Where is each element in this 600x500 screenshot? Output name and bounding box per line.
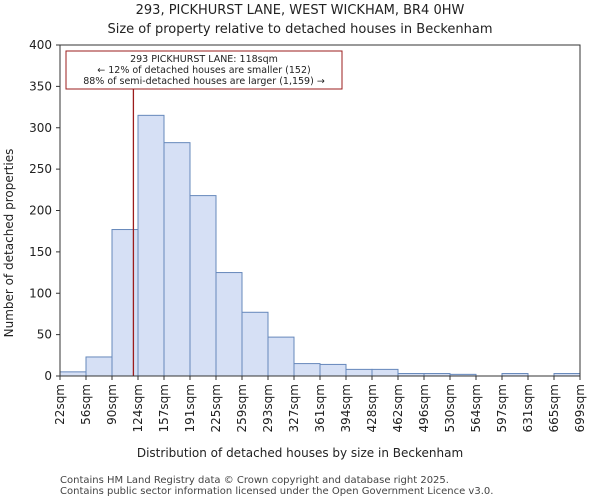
x-tick-label: 496sqm <box>417 384 431 432</box>
y-tick-label: 250 <box>29 162 52 176</box>
bars-group <box>59 114 581 377</box>
x-tick-label: 699sqm <box>573 384 587 432</box>
bar-361sqm <box>319 363 347 377</box>
bar-56sqm <box>85 356 113 377</box>
x-tick-label: 361sqm <box>313 384 327 432</box>
y-tick-label: 350 <box>29 79 52 93</box>
x-tick-label: 191sqm <box>183 384 197 432</box>
annotation-line-1: 293 PICKHURST LANE: 118sqm <box>130 54 278 65</box>
x-tick-label: 56sqm <box>79 384 93 425</box>
bar-259sqm <box>241 311 269 377</box>
annotation-box: 293 PICKHURST LANE: 118sqm ← 12% of deta… <box>65 50 343 90</box>
x-tick-label: 428sqm <box>365 384 379 432</box>
x-tick-label: 124sqm <box>131 384 145 432</box>
y-axis: 0 50 100 150 200 250 300 350 400 <box>29 38 60 383</box>
x-tick-label: 394sqm <box>339 384 353 432</box>
x-tick-label: 157sqm <box>157 384 171 432</box>
annotation-line-3: 88% of semi-detached houses are larger (… <box>83 76 325 87</box>
y-tick-label: 400 <box>29 38 52 52</box>
x-tick-label: 327sqm <box>287 384 301 432</box>
x-tick-label: 631sqm <box>521 384 535 432</box>
bar-293sqm <box>267 336 295 377</box>
x-axis-label: Distribution of detached houses by size … <box>137 446 463 460</box>
x-tick-label: 462sqm <box>391 384 405 432</box>
y-tick-label: 300 <box>29 121 52 135</box>
chart-title: 293, PICKHURST LANE, WEST WICKHAM, BR4 0… <box>136 3 465 18</box>
bar-90sqm <box>111 229 139 377</box>
bar-394sqm <box>345 368 373 377</box>
bar-327sqm <box>293 363 321 377</box>
bar-124sqm <box>137 114 165 377</box>
footer-line-2: Contains public sector information licen… <box>60 486 493 497</box>
x-tick-label: 530sqm <box>443 384 457 432</box>
bar-191sqm <box>189 195 217 377</box>
chart-subtitle: Size of property relative to detached ho… <box>107 22 492 37</box>
annotation-frame <box>65 50 343 90</box>
y-tick-label: 200 <box>29 204 52 218</box>
y-tick-label: 100 <box>29 286 52 300</box>
y-axis-label: Number of detached properties <box>2 149 16 338</box>
x-tick-label: 597sqm <box>495 384 509 432</box>
x-tick-label: 665sqm <box>547 384 561 432</box>
x-tick-label: 259sqm <box>235 384 249 432</box>
x-axis: 22sqm 56sqm 90sqm 124sqm 157sqm 191sqm 225sqm 2… <box>53 376 587 432</box>
y-tick-label: 150 <box>29 245 52 259</box>
x-tick-label: 225sqm <box>209 384 223 432</box>
bar-428sqm <box>371 368 399 377</box>
x-tick-label: 90sqm <box>105 384 119 425</box>
bar-22sqm <box>59 371 87 377</box>
y-tick-label: 0 <box>44 369 52 383</box>
bar-225sqm <box>215 272 243 377</box>
x-tick-label: 22sqm <box>53 384 67 425</box>
annotation-line-2: ← 12% of detached houses are smaller (15… <box>97 65 310 76</box>
x-tick-label: 564sqm <box>469 384 483 432</box>
y-tick-label: 50 <box>37 328 52 342</box>
footer-line-1: Contains HM Land Registry data © Crown c… <box>60 475 449 486</box>
x-tick-label: 293sqm <box>261 384 275 432</box>
bar-157sqm <box>163 142 191 377</box>
